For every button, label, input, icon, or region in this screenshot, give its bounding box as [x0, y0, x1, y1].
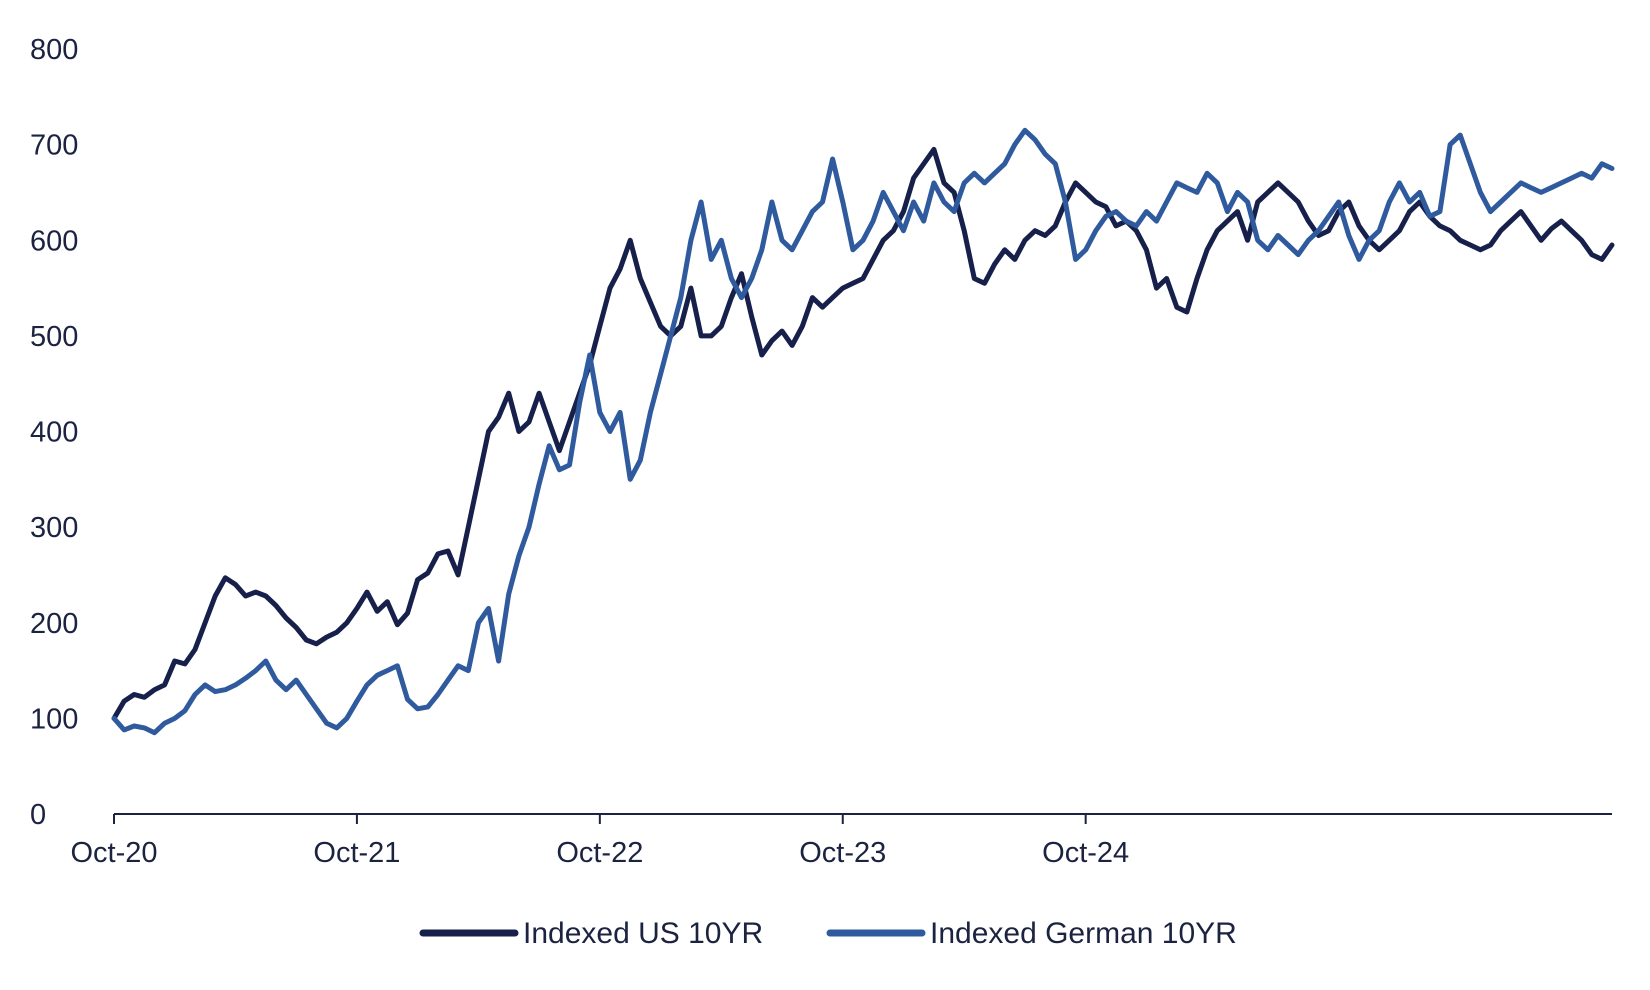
legend: Indexed US 10YR Indexed German 10YR	[419, 917, 1237, 950]
y-axis: 0 100 200 300 400 500 600 700 800	[30, 34, 78, 831]
x-tick-label: Oct-20	[70, 837, 157, 869]
series-line-us-10yr	[111, 146, 1615, 721]
x-tick-label: Oct-21	[313, 837, 400, 869]
y-tick-label: 700	[30, 130, 78, 162]
y-tick-label: 500	[30, 321, 78, 353]
y-tick-label: 300	[30, 512, 78, 544]
y-tick-label: 200	[30, 608, 78, 640]
legend-label-german-10yr: Indexed German 10YR	[930, 917, 1237, 950]
series-layer	[111, 127, 1615, 736]
y-tick-label: 400	[30, 417, 78, 449]
y-tick-label: 100	[30, 703, 78, 735]
x-tick-label: Oct-23	[799, 837, 886, 869]
x-axis: Oct-20 Oct-21 Oct-22 Oct-23 Oct-24	[70, 813, 1612, 869]
y-tick-label: 0	[30, 799, 46, 831]
x-tick-label: Oct-22	[556, 837, 643, 869]
series-line-german-10yr	[111, 127, 1615, 736]
x-tick-label: Oct-24	[1042, 837, 1129, 869]
y-tick-label: 600	[30, 225, 78, 257]
y-tick-label: 800	[30, 34, 78, 66]
legend-label-us-10yr: Indexed US 10YR	[523, 917, 763, 950]
